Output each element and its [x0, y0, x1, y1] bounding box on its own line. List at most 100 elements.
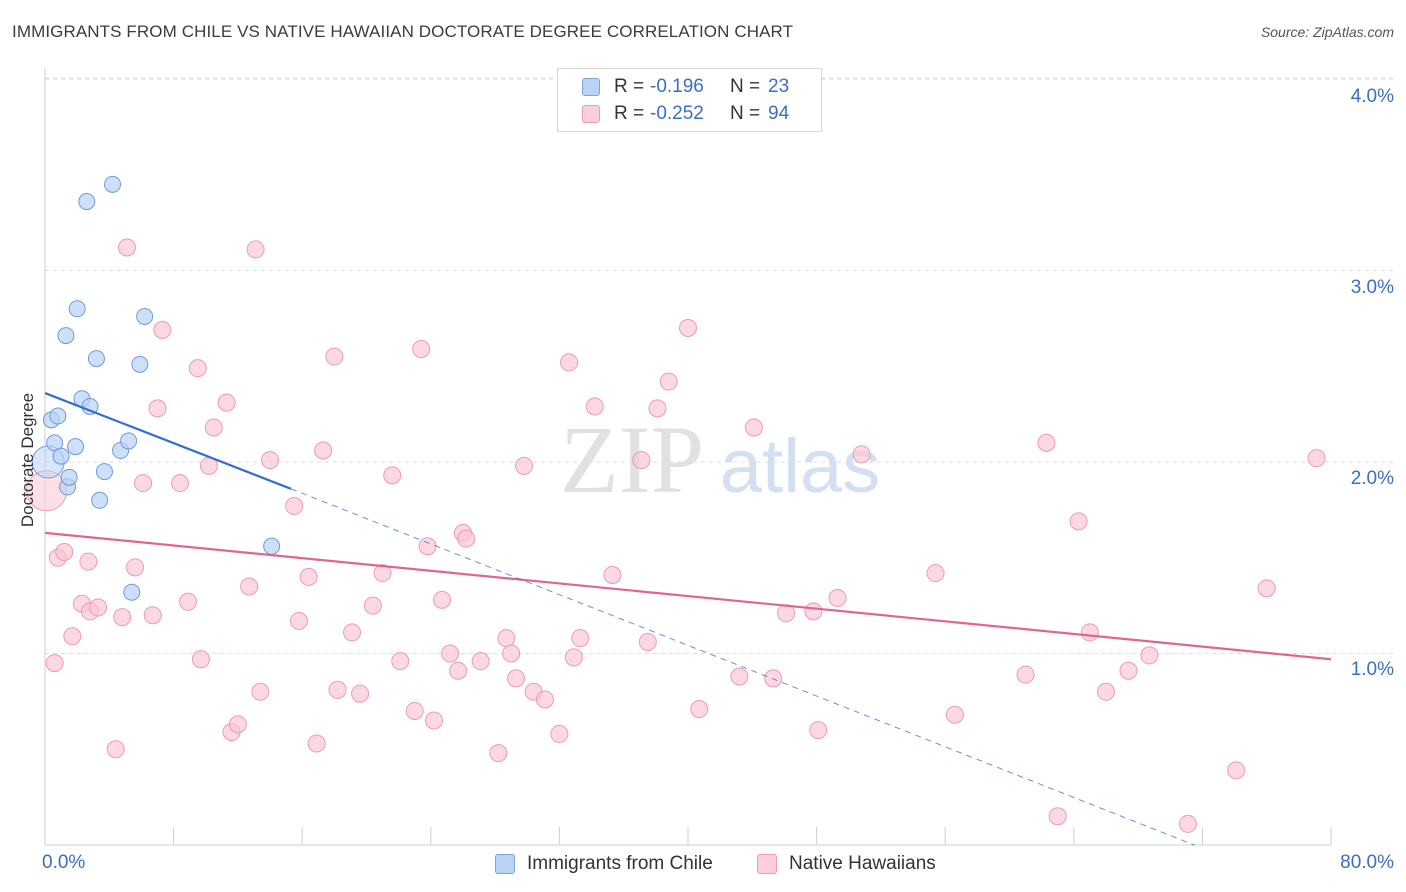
data-point-native-hawaiians — [153, 320, 172, 339]
data-point-native-hawaiians — [457, 529, 476, 548]
data-point-native-hawaiians — [79, 552, 98, 571]
legend-n-label: N = — [730, 76, 761, 97]
data-point-immigrants-from-chile — [57, 327, 75, 345]
legend-r-label: R = — [614, 76, 645, 97]
watermark-atlas: atlas — [720, 424, 881, 509]
data-point-native-hawaiians — [391, 652, 410, 671]
data-point-native-hawaiians — [45, 654, 64, 673]
y-axis-label: Doctorate Degree — [18, 392, 37, 528]
data-point-native-hawaiians — [1257, 579, 1276, 598]
data-point-native-hawaiians — [550, 724, 569, 743]
data-point-native-hawaiians — [809, 721, 828, 740]
data-point-native-hawaiians — [1119, 661, 1138, 680]
data-point-native-hawaiians — [63, 627, 82, 646]
watermark: ZIP atlas — [560, 406, 880, 513]
data-point-native-hawaiians — [471, 652, 490, 671]
data-point-native-hawaiians — [1037, 433, 1056, 452]
data-point-native-hawaiians — [314, 441, 333, 460]
data-point-immigrants-from-chile — [95, 463, 113, 481]
data-point-native-hawaiians — [764, 669, 783, 688]
bottom-legend-item-hawaii: Native Hawaiians — [757, 852, 936, 876]
data-point-native-hawaiians — [1096, 682, 1115, 701]
data-point-native-hawaiians — [204, 418, 223, 437]
data-point-native-hawaiians — [126, 558, 145, 577]
data-point-immigrants-from-chile — [52, 447, 70, 465]
data-point-native-hawaiians — [134, 474, 153, 493]
source-credit: Source: ZipAtlas.com — [1260, 24, 1394, 40]
data-point-native-hawaiians — [251, 682, 270, 701]
data-point-native-hawaiians — [632, 451, 651, 470]
data-point-native-hawaiians — [307, 734, 326, 753]
data-point-native-hawaiians — [1227, 761, 1246, 780]
data-point-native-hawaiians — [343, 623, 362, 642]
data-point-immigrants-from-chile — [68, 300, 86, 318]
data-point-native-hawaiians — [828, 588, 847, 607]
data-point-immigrants-from-chile — [131, 355, 149, 373]
y-tick-label: 4.0% — [1350, 86, 1394, 107]
data-point-native-hawaiians — [1080, 623, 1099, 642]
data-point-native-hawaiians — [113, 608, 132, 627]
data-point-native-hawaiians — [1178, 814, 1197, 833]
data-point-native-hawaiians — [441, 644, 460, 663]
legend-r-label: R = — [614, 103, 645, 124]
data-point-native-hawaiians — [405, 701, 424, 720]
data-point-native-hawaiians — [89, 598, 108, 617]
data-point-native-hawaiians — [383, 466, 402, 485]
x-tick-label: 80.0% — [1340, 852, 1394, 873]
data-point-native-hawaiians — [502, 644, 521, 663]
y-tick-label: 1.0% — [1350, 659, 1394, 680]
data-point-native-hawaiians — [328, 680, 347, 699]
data-point-native-hawaiians — [926, 564, 945, 583]
data-point-immigrants-from-chile — [104, 175, 122, 193]
data-point-native-hawaiians — [804, 602, 823, 621]
data-point-native-hawaiians — [449, 661, 468, 680]
data-point-native-hawaiians — [497, 629, 516, 648]
data-point-native-hawaiians — [560, 353, 579, 372]
data-point-native-hawaiians — [1307, 449, 1326, 468]
bottom-legend-label: Native Hawaiians — [789, 853, 936, 874]
data-point-native-hawaiians — [179, 592, 198, 611]
data-point-native-hawaiians — [564, 648, 583, 667]
data-point-native-hawaiians — [117, 238, 136, 257]
legend-swatch-chile — [582, 78, 600, 96]
data-point-native-hawaiians — [679, 318, 697, 337]
series-immigrants-from-chile — [31, 175, 281, 601]
data-point-native-hawaiians — [363, 596, 382, 615]
data-point-immigrants-from-chile — [49, 407, 67, 425]
data-point-native-hawaiians — [325, 347, 344, 366]
axes — [44, 68, 1332, 846]
legend-row-hawaii: R = -0.252 N = 94 — [582, 103, 789, 125]
data-point-native-hawaiians — [1140, 646, 1159, 665]
data-point-native-hawaiians — [148, 399, 167, 418]
data-point-native-hawaiians — [240, 577, 259, 596]
watermark-zip: ZIP — [560, 406, 704, 513]
data-point-immigrants-from-chile — [87, 350, 105, 368]
data-point-immigrants-from-chile — [60, 468, 78, 486]
y-tick-label: 3.0% — [1350, 277, 1394, 298]
data-point-native-hawaiians — [852, 445, 871, 464]
data-point-native-hawaiians — [425, 711, 444, 730]
data-point-native-hawaiians — [191, 650, 210, 669]
legend-n-label: N = — [730, 103, 761, 124]
data-point-native-hawaiians — [418, 537, 437, 556]
data-point-immigrants-from-chile — [263, 537, 281, 555]
data-point-immigrants-from-chile — [91, 491, 109, 509]
data-point-immigrants-from-chile — [120, 432, 138, 450]
data-point-native-hawaiians — [261, 451, 280, 470]
data-point-native-hawaiians — [228, 715, 247, 734]
series-native-hawaiians — [26, 238, 1326, 833]
data-point-native-hawaiians — [412, 340, 431, 359]
data-point-native-hawaiians — [585, 397, 604, 416]
data-point-native-hawaiians — [1016, 665, 1035, 684]
data-point-immigrants-from-chile — [67, 438, 85, 456]
data-point-native-hawaiians — [603, 565, 622, 584]
data-point-native-hawaiians — [515, 456, 534, 475]
bottom-legend-item-chile: Immigrants from Chile — [495, 852, 713, 876]
data-point-native-hawaiians — [648, 399, 667, 418]
data-point-native-hawaiians — [638, 633, 657, 652]
gridlines — [45, 77, 1394, 654]
data-point-native-hawaiians — [744, 418, 763, 437]
data-point-native-hawaiians — [285, 497, 304, 516]
data-point-native-hawaiians — [506, 669, 525, 688]
data-point-native-hawaiians — [246, 240, 265, 259]
